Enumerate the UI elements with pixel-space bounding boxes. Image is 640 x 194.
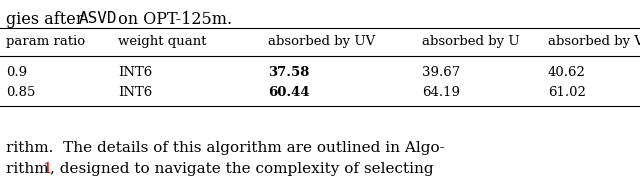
Text: 0.85: 0.85 bbox=[6, 86, 35, 99]
Text: 37.58: 37.58 bbox=[268, 66, 309, 79]
Text: 39.67: 39.67 bbox=[422, 66, 460, 79]
Text: , designed to navigate the complexity of selecting: , designed to navigate the complexity of… bbox=[50, 162, 434, 176]
Text: on OPT-125m.: on OPT-125m. bbox=[113, 11, 232, 28]
Text: ASVD: ASVD bbox=[79, 11, 118, 26]
Text: absorbed by U: absorbed by U bbox=[422, 36, 520, 48]
Text: gies after: gies after bbox=[6, 11, 88, 28]
Text: 60.44: 60.44 bbox=[268, 86, 310, 99]
Text: 61.02: 61.02 bbox=[548, 86, 586, 99]
Text: INT6: INT6 bbox=[118, 86, 152, 99]
Text: 0.9: 0.9 bbox=[6, 66, 27, 79]
Text: 64.19: 64.19 bbox=[422, 86, 460, 99]
Text: absorbed by UV: absorbed by UV bbox=[268, 36, 375, 48]
Text: 1: 1 bbox=[42, 162, 52, 176]
Text: rithm: rithm bbox=[6, 162, 54, 176]
Text: INT6: INT6 bbox=[118, 66, 152, 79]
Text: weight quant: weight quant bbox=[118, 36, 207, 48]
Text: 40.62: 40.62 bbox=[548, 66, 586, 79]
Text: param ratio: param ratio bbox=[6, 36, 85, 48]
Text: rithm.  The details of this algorithm are outlined in Algo-: rithm. The details of this algorithm are… bbox=[6, 141, 445, 155]
Text: absorbed by V: absorbed by V bbox=[548, 36, 640, 48]
